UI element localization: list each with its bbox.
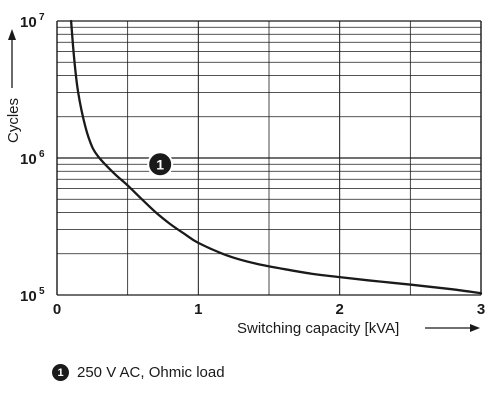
legend-marker: 1 (52, 364, 69, 381)
y-tick-label-base: 10 (20, 151, 37, 168)
y-tick-label-exponent: 7 (39, 12, 45, 23)
annotation-layer: 1 (147, 151, 174, 178)
annotation-marker (147, 151, 174, 178)
y-axis-arrowhead (8, 29, 16, 40)
curve-layer (69, 19, 483, 295)
x-tick-label: 0 (53, 301, 61, 318)
x-tick-label: 3 (477, 301, 485, 318)
y-tick-label-base: 10 (20, 288, 37, 305)
annotation-marker-label: 1 (156, 156, 164, 172)
legend: 1 250 V AC, Ohmic load (52, 364, 225, 381)
x-axis-label: Switching capacity [kVA] (237, 320, 399, 337)
x-tick-label: 1 (194, 301, 202, 318)
y-tick-label-base: 10 (20, 14, 37, 31)
y-axis-label: Cycles (5, 98, 22, 143)
chart-grid (56, 20, 482, 296)
y-tick-label-exponent: 5 (39, 286, 45, 297)
x-tick-label: 2 (335, 301, 343, 318)
x-axis-arrowhead (470, 324, 480, 332)
legend-text: 250 V AC, Ohmic load (77, 364, 225, 381)
series-curve-250v-ac (69, 19, 483, 295)
y-tick-label-exponent: 6 (39, 149, 45, 160)
